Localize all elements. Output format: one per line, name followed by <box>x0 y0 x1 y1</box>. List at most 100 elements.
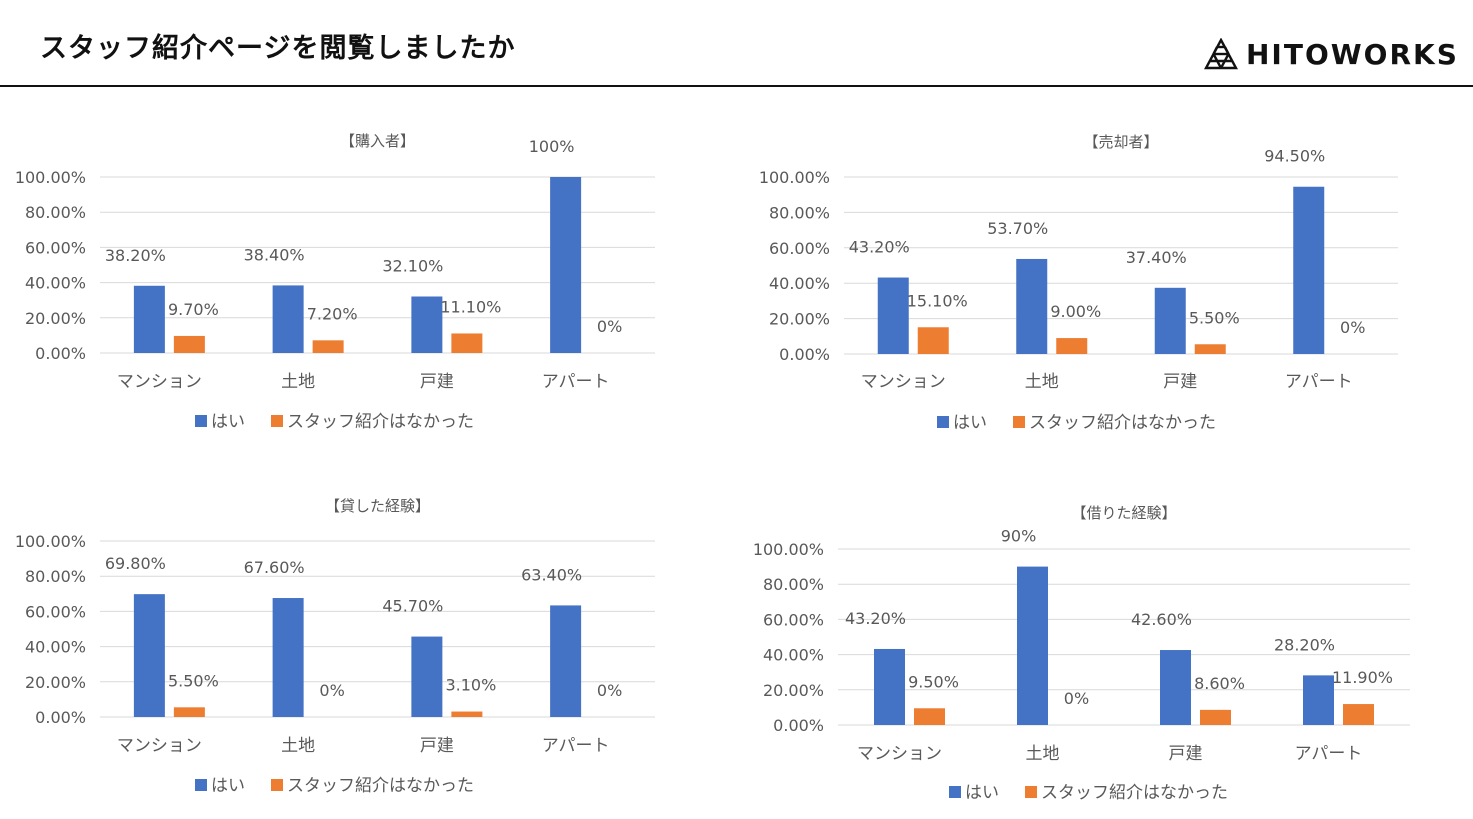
bar-yes <box>1303 675 1334 725</box>
bar-yes <box>272 285 304 353</box>
data-label: 53.70% <box>987 219 1048 238</box>
bar-no <box>451 711 483 717</box>
category-label: マンション <box>117 736 202 756</box>
bar-no <box>1194 344 1226 354</box>
y-tick-label: 0.00% <box>779 345 830 364</box>
logo: HITOWORKS <box>1204 36 1459 72</box>
data-label: 0% <box>1340 318 1365 337</box>
legend-label: はい <box>953 413 987 433</box>
bar-no <box>1056 338 1088 354</box>
data-label: 38.40% <box>244 245 305 264</box>
y-tick-label: 40.00% <box>769 274 830 293</box>
y-tick-label: 80.00% <box>25 567 86 586</box>
bar-yes <box>411 636 443 717</box>
bar-yes <box>1154 287 1186 354</box>
data-label: 63.40% <box>521 565 582 584</box>
data-label: 0% <box>319 681 344 700</box>
y-tick-label: 100.00% <box>15 532 86 551</box>
bar-yes <box>550 177 582 353</box>
data-label: 9.00% <box>1050 302 1101 321</box>
category-label: アパート <box>542 372 610 392</box>
bar-no <box>312 340 344 353</box>
data-label: 42.60% <box>1131 610 1192 629</box>
chart-svg: 【借りた経験】 0.00% 20.00% 40.00% 60.00% 80.00% 100.… <box>753 504 1410 803</box>
data-label: 7.20% <box>307 304 358 323</box>
data-label: 0% <box>597 681 622 700</box>
bar-yes <box>411 296 443 353</box>
bar-yes <box>874 648 905 725</box>
legend-label: はい <box>211 412 245 432</box>
bar-yes <box>133 594 165 717</box>
data-label: 37.40% <box>1126 248 1187 267</box>
legend-swatch <box>271 779 283 791</box>
category-label: 戸建 <box>1169 744 1203 764</box>
legend-swatch <box>949 786 961 798</box>
data-label: 28.20% <box>1274 635 1335 654</box>
y-tick-label: 100.00% <box>759 168 830 187</box>
y-tick-label: 40.00% <box>25 274 86 293</box>
bar-no <box>173 707 205 717</box>
logo-triangle-icon <box>1204 38 1238 70</box>
legend-swatch <box>1013 416 1025 428</box>
bar-yes <box>1016 258 1048 354</box>
y-tick-label: 80.00% <box>769 203 830 222</box>
category-label: アパート <box>1285 372 1353 392</box>
legend-swatch <box>195 415 207 427</box>
y-tick-label: 20.00% <box>763 681 824 700</box>
legend-swatch <box>937 416 949 428</box>
data-label: 9.70% <box>168 300 219 319</box>
y-tick-label: 60.00% <box>25 238 86 257</box>
category-label: アパート <box>542 736 610 756</box>
data-label: 15.10% <box>907 291 968 310</box>
legend-swatch <box>195 779 207 791</box>
legend-label: スタッフ紹介はなかった <box>287 412 474 432</box>
data-label: 9.50% <box>908 672 959 691</box>
data-label: 100% <box>529 137 575 156</box>
bar-yes <box>1293 186 1325 354</box>
category-label: 戸建 <box>420 372 454 392</box>
category-label: 土地 <box>1026 744 1060 764</box>
bar-no <box>173 335 205 353</box>
data-label: 69.80% <box>105 554 166 573</box>
y-tick-label: 20.00% <box>25 673 86 692</box>
data-label: 45.70% <box>382 597 443 616</box>
bar-yes <box>550 605 582 717</box>
legend-label: スタッフ紹介はなかった <box>1029 413 1216 433</box>
header-divider <box>0 85 1473 87</box>
bar-yes <box>133 285 165 353</box>
data-label: 5.50% <box>168 671 219 690</box>
data-label: 3.10% <box>445 676 496 695</box>
category-label: マンション <box>857 744 942 764</box>
y-tick-label: 100.00% <box>15 168 86 187</box>
chart-lent: 【貸した経験】 0.00% 20.00% 40.00% 60.00% 80.00% 100.… <box>0 485 680 809</box>
legend-swatch <box>271 415 283 427</box>
chart-title: 【貸した経験】 <box>325 497 430 515</box>
data-label: 8.60% <box>1194 674 1245 693</box>
data-label: 5.50% <box>1189 308 1240 327</box>
y-tick-label: 0.00% <box>35 344 86 363</box>
legend-label: はい <box>211 776 245 796</box>
legend-label: スタッフ紹介はなかった <box>1041 783 1228 803</box>
category-label: 土地 <box>281 372 315 392</box>
data-label: 0% <box>597 317 622 336</box>
bar-no <box>451 333 483 353</box>
data-label: 32.10% <box>382 257 443 276</box>
bar-no <box>1343 704 1374 725</box>
y-tick-label: 80.00% <box>763 575 824 594</box>
bar-yes <box>1160 650 1191 725</box>
chart-svg: 【売却者】 0.00% 20.00% 40.00% 60.00% 80.00% 100.00… <box>759 133 1398 433</box>
y-tick-label: 20.00% <box>769 310 830 329</box>
y-tick-label: 40.00% <box>763 646 824 665</box>
chart-title: 【売却者】 <box>1083 133 1158 151</box>
y-tick-label: 40.00% <box>25 638 86 657</box>
chart-svg: 【購入者】 0.00% 20.00% 40.00% 60.00% 80.00% 100.00… <box>15 132 655 432</box>
category-label: 戸建 <box>1163 372 1197 392</box>
bar-yes <box>1017 566 1048 725</box>
chart-svg: 【貸した経験】 0.00% 20.00% 40.00% 60.00% 80.00% 100.… <box>15 497 655 796</box>
category-label: 土地 <box>1025 372 1059 392</box>
data-label: 43.20% <box>849 238 910 257</box>
page-title: スタッフ紹介ページを閲覧しましたか <box>40 33 516 64</box>
legend-label: スタッフ紹介はなかった <box>287 776 474 796</box>
chart-title: 【借りた経験】 <box>1071 504 1176 522</box>
bar-yes <box>877 277 909 354</box>
